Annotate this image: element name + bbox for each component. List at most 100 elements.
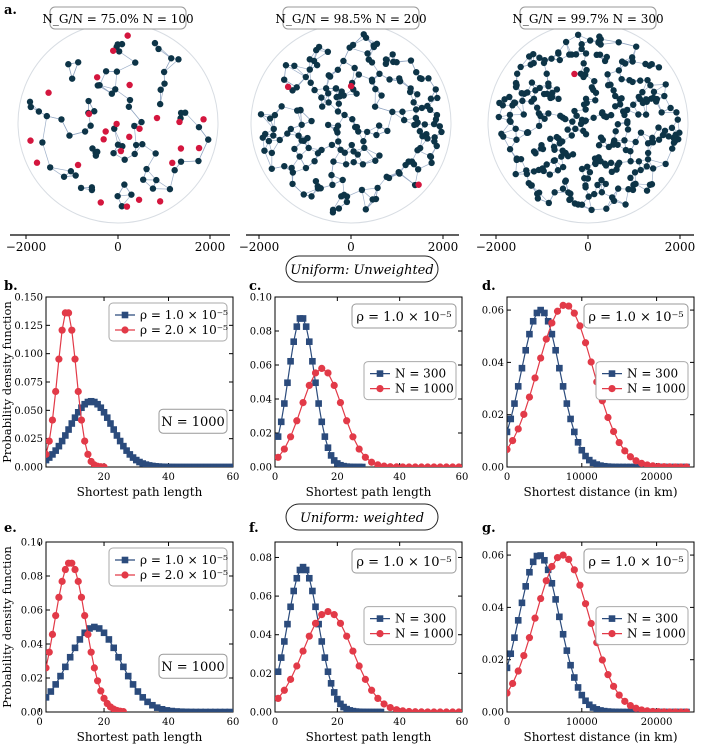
network-node (354, 151, 361, 158)
network-node (540, 90, 548, 98)
network-node (593, 51, 600, 59)
section-label-weighted: Uniform: weighted (285, 503, 439, 531)
network-node (329, 206, 337, 214)
network-node (517, 63, 524, 71)
data-point (324, 607, 332, 616)
network-node (293, 84, 300, 91)
network-node (580, 73, 587, 81)
legend-entry: N = 300 (627, 367, 678, 381)
network-node (126, 96, 134, 104)
data-point (178, 708, 185, 712)
network-node (647, 82, 654, 89)
network-node (628, 54, 636, 61)
annotation: N = 1000 (158, 653, 228, 679)
network-node (92, 152, 100, 159)
network-node (96, 81, 103, 89)
data-point (55, 355, 63, 363)
data-point (110, 644, 118, 652)
network-node (374, 184, 381, 192)
x-tick-label: 0 (504, 717, 510, 728)
x-tick-label: 0 (504, 472, 510, 483)
data-point (507, 664, 511, 672)
network-node (314, 150, 322, 157)
network-node (428, 159, 435, 167)
data-point (46, 437, 53, 445)
network-node (410, 99, 417, 106)
network-edge (260, 114, 275, 130)
network-node (114, 192, 121, 200)
data-point (552, 346, 559, 354)
data-point (578, 446, 586, 454)
data-point (361, 453, 369, 461)
network-node-isolated (117, 147, 125, 155)
network-x-tick-label: −2000 (239, 240, 280, 254)
network-node (611, 103, 619, 110)
network-node (551, 146, 558, 153)
plot-area (507, 551, 691, 712)
data-point (576, 581, 584, 589)
network-node (340, 191, 348, 199)
data-point (211, 708, 219, 712)
data-point (182, 708, 190, 712)
network-node (407, 85, 414, 92)
network-node (578, 41, 585, 48)
network-nodes (495, 31, 683, 214)
network-node (115, 48, 123, 55)
data-point (525, 634, 534, 642)
data-point (281, 400, 288, 407)
network-node (535, 189, 543, 196)
x-tick-label: 60 (227, 717, 240, 728)
data-point (417, 463, 426, 467)
data-point (71, 565, 79, 574)
data-point (153, 704, 161, 711)
annotation: N = 1000 (158, 408, 228, 434)
data-point (93, 677, 102, 685)
data-point (455, 463, 462, 467)
network-node (306, 56, 313, 63)
data-point (587, 619, 595, 628)
section-label-text: Uniform: Unweighted (290, 263, 433, 278)
network-node (433, 111, 441, 119)
data-point (334, 695, 341, 703)
data-point (632, 704, 640, 712)
data-point (305, 574, 313, 582)
network-node (166, 185, 174, 193)
network-node (591, 77, 598, 85)
x-axis-label: Shortest distance (in km) (523, 485, 677, 499)
network-node (308, 117, 315, 125)
plot-frame (274, 296, 463, 468)
network-node-isolated (124, 32, 131, 39)
data-point (103, 414, 111, 421)
network-node (649, 139, 657, 146)
network-node (543, 161, 550, 168)
data-point (321, 433, 329, 440)
data-point (597, 462, 604, 467)
data-point (455, 708, 462, 712)
data-point (643, 707, 651, 712)
data-point (52, 447, 59, 454)
network-node (668, 124, 676, 132)
data-point (522, 583, 529, 590)
network-node (559, 163, 567, 171)
data-point (514, 425, 522, 433)
network-node (195, 157, 202, 165)
data-point (666, 708, 674, 712)
network-node (655, 124, 662, 131)
network-node (627, 174, 634, 182)
network-node (532, 87, 539, 94)
network-node (614, 141, 621, 148)
data-point (556, 613, 563, 621)
network-node (328, 171, 335, 179)
y-tick-label: 0.04 (21, 640, 43, 651)
data-point (417, 708, 426, 712)
data-point (638, 706, 646, 712)
network-node-isolated (126, 81, 133, 89)
network-node (438, 128, 445, 136)
network-node (545, 83, 552, 90)
data-point (330, 381, 338, 390)
network-node (389, 51, 396, 58)
network-node (143, 165, 150, 173)
network-node-isolated (126, 133, 133, 141)
network-node (74, 59, 82, 66)
data-point (168, 707, 176, 712)
